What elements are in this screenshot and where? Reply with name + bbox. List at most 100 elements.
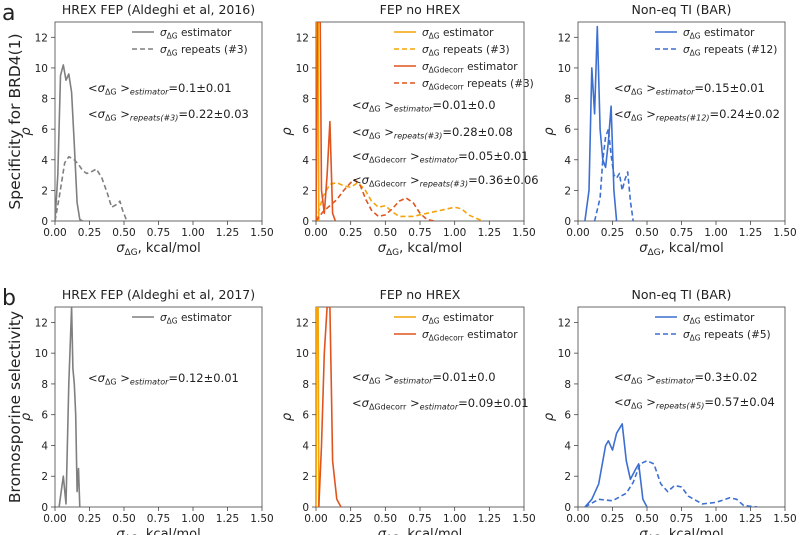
- annotation-2: <σΔG >repeats(#3)=0.22±0.03: [88, 107, 249, 123]
- y-axis-label: ρ: [280, 412, 295, 421]
- x-axis-label: σΔG, kcal/mol: [378, 527, 463, 535]
- chart-a3: Non-eq TI (BAR) 0.00 0.25 0.50 0.75 1.00 1.25 1…: [542, 2, 797, 258]
- series-group: [58, 307, 81, 507]
- annotation-subscript-2: estimator: [394, 105, 433, 114]
- y-tick-label: 6: [302, 124, 309, 136]
- legend-label: σΔGdecorr estimator: [422, 61, 518, 75]
- x-label-symbol: σ: [639, 527, 648, 535]
- x-label-unit: , kcal/mol: [138, 241, 201, 256]
- x-tick-label: 1.25: [478, 513, 501, 525]
- x-tick-label: 1.50: [512, 227, 535, 239]
- chart-b1: HREX FEP (Aldeghi et al, 2017) 0.00 0.25 0.…: [19, 287, 274, 535]
- legend-symbol: σ: [160, 44, 167, 56]
- legend-rest: estimator: [464, 329, 519, 341]
- annotation-bracket: >: [643, 81, 656, 95]
- legend-symbol: σ: [422, 61, 429, 73]
- x-tick-label: 0.00: [566, 227, 589, 239]
- legend-symbol: σ: [422, 312, 429, 324]
- annotation-bracket: >: [406, 173, 419, 187]
- y-tick-label: 6: [41, 410, 48, 422]
- legend-symbol: σ: [422, 329, 429, 341]
- annotation-bracket: >: [117, 81, 130, 95]
- annotation-2: <σΔG >repeats(#3)=0.28±0.08: [352, 125, 513, 141]
- annotation-bracket: >: [643, 370, 656, 384]
- annotation-subscript-2: estimator: [420, 156, 459, 165]
- y-tick-label: 10: [558, 348, 571, 360]
- y-tick-label: 2: [302, 471, 309, 483]
- legend-subscript: ΔG: [690, 32, 701, 41]
- y-tick-label: 0: [302, 216, 309, 228]
- y-tick-label: 4: [41, 440, 48, 452]
- row-label-b: Bromosporine selectivity: [6, 311, 24, 503]
- annotation-1: <σΔG >estimator=0.3±0.02: [614, 370, 758, 386]
- legend-subscript: ΔG: [690, 334, 701, 343]
- legend-symbol: σ: [683, 44, 690, 56]
- annotation-symbol: <σ: [352, 125, 370, 139]
- y-tick-label: 6: [564, 410, 571, 422]
- annotation-subscript-2: repeats(#5): [656, 402, 704, 411]
- x-tick-label: 1.50: [773, 227, 796, 239]
- x-tick-label: 0.75: [147, 227, 170, 239]
- x-tick-label: 1.25: [216, 513, 239, 525]
- series-line-1: [584, 25, 618, 221]
- annotation-subscript: ΔG: [631, 88, 643, 97]
- x-label-subscript: ΔG: [124, 248, 137, 258]
- annotation-bracket: >: [381, 370, 394, 384]
- annotation-subscript: ΔG: [369, 132, 381, 141]
- legend-label: σΔGdecorr repeats (#3): [422, 78, 534, 92]
- annotation-subscript: ΔG: [369, 377, 381, 386]
- x-tick-label: 1.00: [443, 513, 466, 525]
- annotation-subscript: ΔG: [105, 378, 117, 387]
- chart-title: FEP no HREX: [380, 287, 461, 302]
- legend-subscript: ΔG: [167, 317, 178, 326]
- y-tick-label: 2: [564, 471, 571, 483]
- x-tick-label: 1.50: [250, 513, 273, 525]
- x-label-symbol: σ: [378, 241, 387, 256]
- annotation-value: =0.28±0.08: [442, 125, 512, 139]
- chart-b3: Non-eq TI (BAR) 0.00 0.25 0.50 0.75 1.00 1.25 1…: [542, 287, 797, 535]
- y-axis-label: ρ: [19, 412, 34, 421]
- legend-subscript: ΔG: [690, 49, 701, 58]
- annotation-subscript: ΔGdecorr: [369, 403, 407, 412]
- annotation-symbol: <σ: [614, 370, 632, 384]
- legend-subscript: ΔG: [429, 317, 440, 326]
- y-tick-label: 12: [558, 317, 571, 329]
- legend-rest: repeats (#5): [701, 329, 771, 341]
- y-tick-label: 8: [564, 379, 571, 391]
- y-tick-label: 6: [41, 124, 48, 136]
- annotation-symbol: <σ: [352, 173, 370, 187]
- annotation-subscript-2: repeats(#12): [656, 114, 710, 123]
- annotation-bracket: >: [406, 396, 419, 410]
- x-label-unit: , kcal/mol: [138, 527, 201, 535]
- y-tick-label: 4: [564, 440, 571, 452]
- annotation-subscript-2: estimator: [130, 378, 169, 387]
- annotation-value: =0.3±0.02: [694, 370, 757, 384]
- annotation-symbol: <σ: [88, 81, 106, 95]
- chart-a1: HREX FEP (Aldeghi et al, 2016) 0.00 0.25 0.…: [19, 2, 274, 258]
- chart-b2: FEP no HREX 0.00 0.25 0.50 0.75 1.00 1.25 1.50 0…: [280, 287, 536, 535]
- annotation-bracket: >: [381, 125, 394, 139]
- x-tick-label: 1.25: [216, 227, 239, 239]
- y-tick-label: 10: [296, 63, 309, 75]
- x-label-subscript: ΔG: [386, 248, 399, 258]
- x-tick-label: 0.25: [339, 227, 362, 239]
- annotation-2: <σΔGdecorr >estimator=0.09±0.01: [352, 396, 529, 412]
- series-group: [316, 307, 342, 507]
- legend-rest: estimator: [464, 61, 519, 73]
- y-tick-label: 0: [41, 216, 48, 228]
- legend-symbol: σ: [683, 329, 690, 341]
- annotation-subscript-2: estimator: [656, 377, 695, 386]
- x-tick-label: 1.00: [704, 513, 727, 525]
- annotation-symbol: <σ: [88, 371, 106, 385]
- legend-subscript: ΔG: [429, 49, 440, 58]
- legend-subscript: ΔG: [429, 32, 440, 41]
- y-tick-label: 8: [564, 94, 571, 106]
- x-tick-label: 0.50: [112, 227, 135, 239]
- annotation-value: =0.1±0.01: [168, 81, 231, 95]
- legend-rest: estimator: [178, 312, 233, 324]
- y-tick-label: 12: [296, 32, 309, 44]
- legend-rest: estimator: [178, 27, 233, 39]
- x-tick-label: 1.00: [181, 513, 204, 525]
- legend-symbol: σ: [683, 27, 690, 39]
